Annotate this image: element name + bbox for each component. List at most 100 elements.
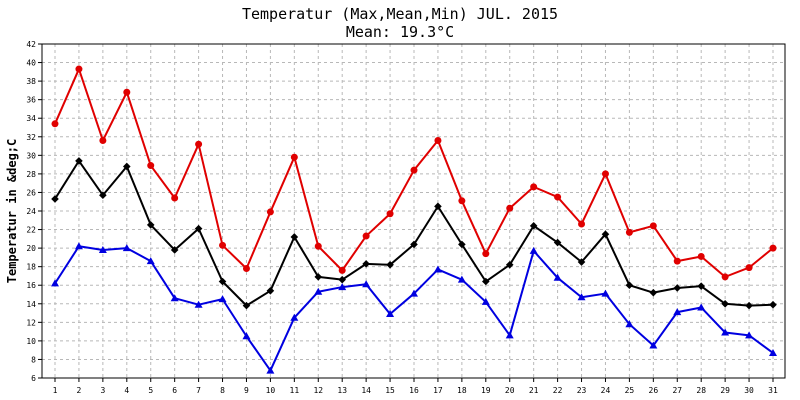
data-point [410,289,418,297]
data-point [601,289,610,297]
y-tick-label: 10 [26,337,36,346]
data-point [578,220,586,228]
x-tick-label: 1 [53,386,58,395]
data-point [362,260,370,268]
y-tick-label: 28 [26,170,36,179]
x-tick-label: 17 [433,386,443,395]
data-point [98,245,107,253]
data-point [266,366,275,374]
y-tick-label: 22 [26,226,36,235]
data-point [505,331,514,339]
data-point [146,221,155,229]
data-point [554,193,562,201]
y-tick-label: 20 [26,244,36,253]
data-point [433,265,442,273]
y-tick-label: 8 [31,355,36,364]
data-point [194,300,203,308]
data-point [362,232,370,240]
data-point [601,230,610,238]
y-tick-label: 24 [26,207,36,216]
x-tick-label: 20 [505,386,515,395]
data-point [649,341,658,349]
data-point [338,283,347,291]
data-point [625,320,634,328]
x-tick-label: 31 [768,386,778,395]
data-point [290,233,299,241]
y-tick-label: 6 [31,374,36,383]
data-point [577,293,586,301]
data-point [553,238,562,247]
x-tick-label: 23 [577,386,587,395]
x-tick-label: 7 [196,386,201,395]
data-point [745,301,753,310]
data-point [122,244,131,252]
y-tick-label: 18 [26,263,36,272]
data-point [75,65,83,73]
data-point [218,277,227,286]
x-tick-label: 8 [220,386,225,395]
data-point [194,224,203,233]
x-tick-label: 16 [409,386,419,395]
data-point [386,210,394,218]
data-point [410,166,418,174]
x-tick-label: 13 [337,386,347,395]
data-point [529,246,538,254]
data-point [553,273,562,281]
data-point [721,299,729,308]
data-point [673,257,681,265]
data-point [745,331,754,339]
x-tick-label: 3 [100,386,105,395]
data-point [769,348,777,356]
y-tick-label: 12 [26,318,36,327]
data-point [242,265,250,273]
y-tick-label: 38 [26,77,36,86]
y-tick-label: 26 [26,188,36,197]
x-tick-label: 9 [244,386,249,395]
x-tick-label: 26 [649,386,659,395]
data-point [410,240,418,249]
data-point [529,222,538,230]
data-point [458,240,466,249]
data-point [673,284,682,292]
data-point [362,280,371,288]
x-tick-label: 10 [266,386,276,395]
data-point [386,261,394,269]
data-point [314,273,323,281]
x-tick-label: 25 [625,386,635,395]
data-point [51,195,59,203]
data-point [745,264,753,272]
data-point [649,288,658,297]
data-point [601,170,609,178]
data-point [434,202,442,211]
y-tick-label: 40 [26,59,36,68]
data-point [170,246,179,254]
x-tick-label: 29 [720,386,730,395]
data-point [338,266,346,274]
data-point [74,242,83,250]
x-tick-label: 12 [313,386,323,395]
x-tick-label: 14 [361,386,371,395]
chart-title: Temperatur (Max,Mean,Min) JUL. 2015 [241,5,559,23]
data-point [314,287,323,295]
y-tick-label: 32 [26,133,36,142]
data-point [51,120,59,128]
data-point [482,250,490,258]
series-layer [51,65,777,374]
data-point [123,162,131,171]
y-axis-label: Temperatur in &deg;C [5,139,19,284]
x-tick-label: 11 [290,386,300,395]
y-tick-label: 14 [26,300,36,309]
data-point [649,222,657,230]
data-point [506,204,514,212]
data-point [481,297,490,305]
x-tick-label: 24 [601,386,611,395]
x-tick-label: 6 [172,386,177,395]
data-point [769,244,777,252]
data-point [673,308,682,316]
data-point [434,136,442,144]
data-point [219,241,227,249]
data-point [266,286,275,295]
